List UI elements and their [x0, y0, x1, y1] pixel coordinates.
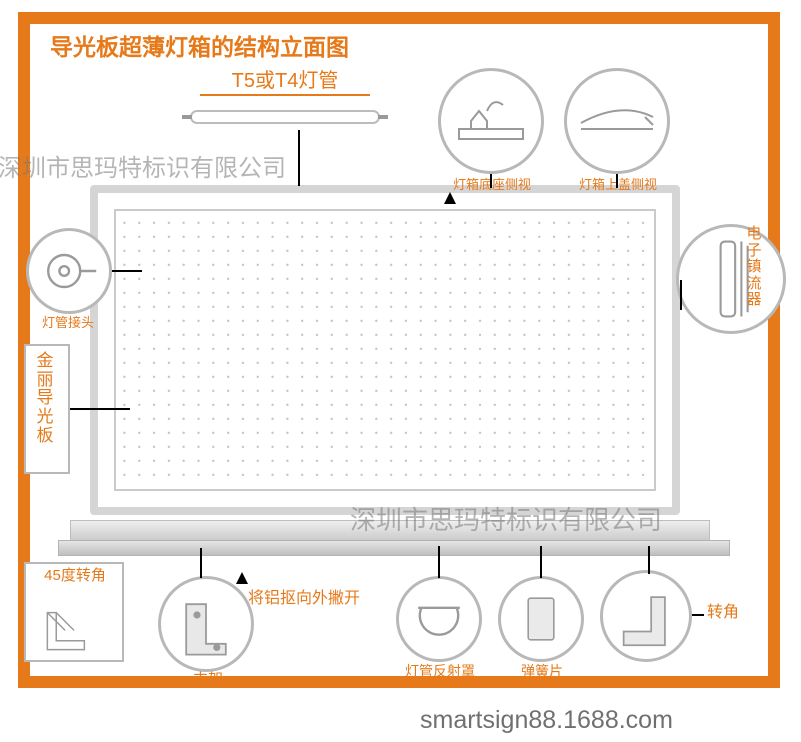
leader-line — [648, 546, 650, 574]
callout-bracket — [158, 576, 254, 672]
arrow-up — [444, 192, 456, 204]
leader-line — [200, 548, 202, 578]
callout-label-bracket: 支架 — [184, 672, 232, 689]
leader-line — [540, 546, 542, 578]
light-guide-dots: ••••••••••••••••••••••••••••••••••••••••… — [122, 217, 648, 483]
leader-line — [616, 174, 618, 188]
callout-label-corner: 转角 — [702, 604, 744, 622]
source-url: smartsign88.1688.com — [420, 706, 673, 735]
diagram-canvas: ••••••••••••••••••••••••••••••••••••••••… — [0, 0, 801, 742]
callout-base-side — [438, 68, 544, 174]
leader-line — [490, 174, 492, 188]
callout-reflector — [396, 576, 482, 662]
callout-cover-side — [564, 68, 670, 174]
leader-line — [112, 270, 142, 272]
callout-corner — [600, 570, 692, 662]
callout-label-lgp: 金丽导光板 — [30, 352, 60, 445]
callout-ballast — [676, 224, 786, 334]
lightbox-panel: ••••••••••••••••••••••••••••••••••••••••… — [90, 185, 680, 515]
callout-label-ballast: 电子镇流器 — [744, 226, 764, 309]
callout-label-base-side: 灯箱底座侧视 — [442, 178, 542, 192]
leader-line — [438, 546, 440, 578]
fluorescent-tube — [190, 110, 380, 124]
open-hint: 将铝抠向外撇开 — [248, 590, 360, 608]
panel-inner-border: ••••••••••••••••••••••••••••••••••••••••… — [114, 209, 656, 491]
tube-label-text: T5或T4灯管 — [232, 70, 339, 92]
aluminum-flange-bar — [58, 540, 730, 556]
leader-line — [692, 614, 704, 616]
arrow-up — [236, 572, 248, 584]
callout-label-reflector: 灯管反射罩 — [398, 664, 482, 679]
diagram-title: 导光板超薄灯箱的结构立面图 — [50, 28, 349, 62]
leader-line — [70, 408, 130, 410]
callout-tube-conn — [26, 228, 112, 314]
callout-label-cover-side: 灯箱上盖侧视 — [568, 178, 668, 192]
callout-spring — [498, 576, 584, 662]
tube-label: T5或T4灯管 — [200, 70, 370, 96]
leader-line — [298, 130, 300, 186]
callout-label-spring: 弹簧片 — [514, 664, 570, 679]
callout-label-tube-conn: 灯管接头 — [32, 316, 104, 330]
leader-line — [680, 280, 682, 310]
watermark: 深圳市思玛特标识有限公司 — [0, 148, 286, 183]
watermark: 深圳市思玛特标识有限公司 — [350, 500, 662, 537]
callout-label-angle45: 45度转角 — [28, 568, 122, 585]
